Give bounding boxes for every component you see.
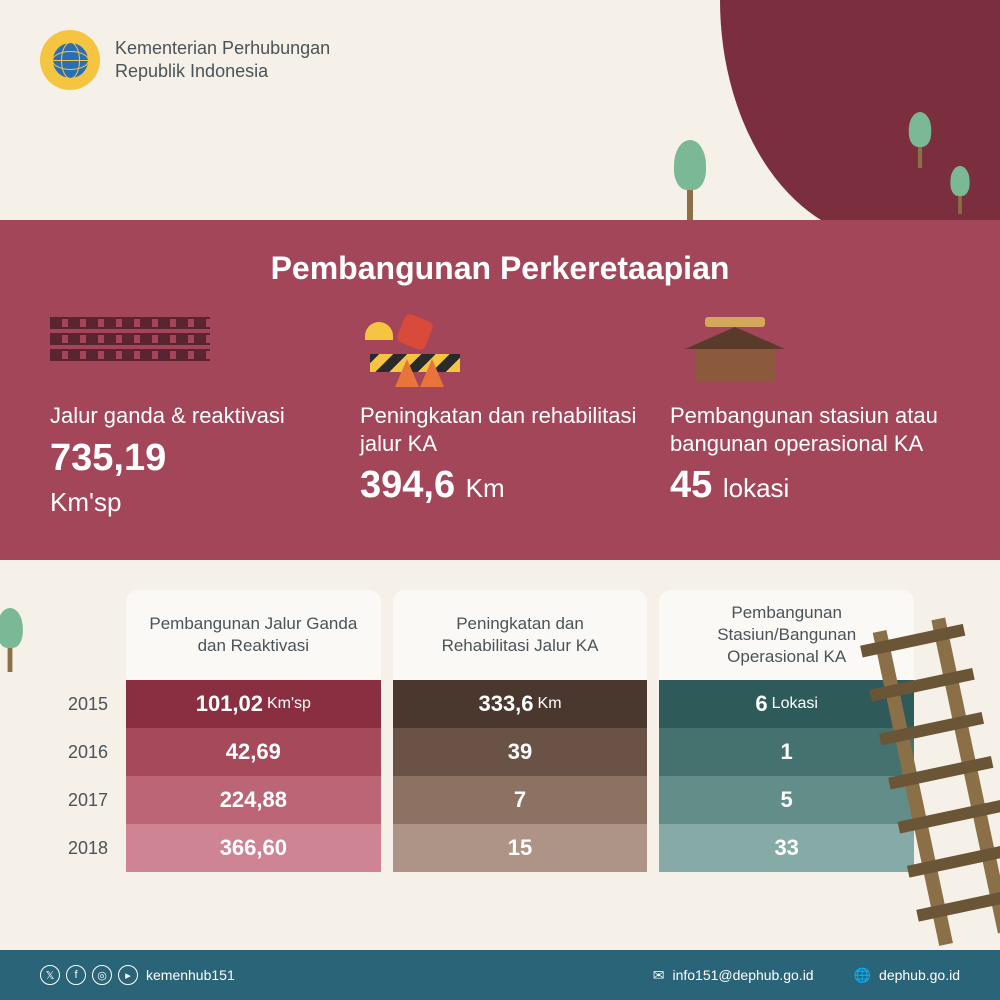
- table-cell: 333,6Km: [393, 680, 648, 728]
- footer-social: 𝕏 f ◎ ▸ kemenhub151: [40, 965, 235, 985]
- year-label: 2015: [50, 680, 120, 728]
- twitter-icon: 𝕏: [40, 965, 60, 985]
- train-station-icon: [670, 317, 800, 387]
- stat-stations: Pembangunan stasiun atau bangunan operas…: [670, 317, 950, 521]
- table-cell: 15: [393, 824, 648, 872]
- footer-email: ✉ info151@dephub.go.id: [653, 967, 814, 984]
- table-cell: 33: [659, 824, 914, 872]
- table-cell: 366,60: [126, 824, 381, 872]
- column-header: Peningkatan dan Rehabilitasi Jalur KA: [393, 590, 648, 680]
- stat-value: 735,19Km'sp: [50, 438, 330, 522]
- globe-icon: 🌐: [854, 967, 871, 984]
- stat-label: Peningkatan dan rehabilitasi jalur KA: [360, 402, 640, 457]
- ministry-logo-icon: [40, 30, 100, 90]
- footer: 𝕏 f ◎ ▸ kemenhub151 ✉ info151@dephub.go.…: [0, 950, 1000, 1000]
- social-icons: 𝕏 f ◎ ▸: [40, 965, 138, 985]
- header-line2: Republik Indonesia: [115, 60, 330, 83]
- table-cell: 42,69: [126, 728, 381, 776]
- stat-label: Pembangunan stasiun atau bangunan operas…: [670, 402, 950, 457]
- main-title: Pembangunan Perkeretaapian: [50, 250, 950, 287]
- table-cell: 224,88: [126, 776, 381, 824]
- stat-tracks: Jalur ganda & reaktivasi 735,19Km'sp: [50, 317, 330, 521]
- table-col-1: Pembangunan Jalur Ganda dan Reaktivasi10…: [126, 590, 381, 872]
- tree-icon: [948, 166, 972, 214]
- table-cell: 101,02Km'sp: [126, 680, 381, 728]
- table-cell: 7: [393, 776, 648, 824]
- header: Kementerian Perhubungan Republik Indones…: [40, 30, 330, 90]
- construction-icon: [360, 317, 490, 387]
- data-table: 2015201620172018 Pembangunan Jalur Ganda…: [50, 590, 920, 872]
- mail-icon: ✉: [653, 967, 665, 984]
- tree-icon: [0, 608, 26, 672]
- youtube-icon: ▸: [118, 965, 138, 985]
- tree-icon: [670, 140, 710, 220]
- table-col-2: Peningkatan dan Rehabilitasi Jalur KA333…: [393, 590, 648, 872]
- year-column: 2015201620172018: [50, 590, 120, 872]
- year-label: 2018: [50, 824, 120, 872]
- table-cell: 39: [393, 728, 648, 776]
- stat-value: 45 lokasi: [670, 465, 950, 507]
- tree-icon: [906, 112, 934, 168]
- stat-label: Jalur ganda & reaktivasi: [50, 402, 330, 430]
- instagram-icon: ◎: [92, 965, 112, 985]
- footer-handle: kemenhub151: [146, 967, 235, 983]
- stat-value: 394,6 Km: [360, 465, 640, 507]
- main-banner: Pembangunan Perkeretaapian Jalur ganda &…: [0, 220, 1000, 560]
- railway-tracks-icon: [50, 317, 330, 387]
- footer-website: 🌐 dephub.go.id: [854, 967, 960, 984]
- year-label: 2017: [50, 776, 120, 824]
- header-line1: Kementerian Perhubungan: [115, 37, 330, 60]
- facebook-icon: f: [66, 965, 86, 985]
- year-label: 2016: [50, 728, 120, 776]
- header-org-name: Kementerian Perhubungan Republik Indones…: [115, 37, 330, 84]
- stat-rehabilitation: Peningkatan dan rehabilitasi jalur KA 39…: [360, 317, 640, 521]
- stats-row: Jalur ganda & reaktivasi 735,19Km'sp Pen…: [50, 317, 950, 521]
- column-header: Pembangunan Jalur Ganda dan Reaktivasi: [126, 590, 381, 680]
